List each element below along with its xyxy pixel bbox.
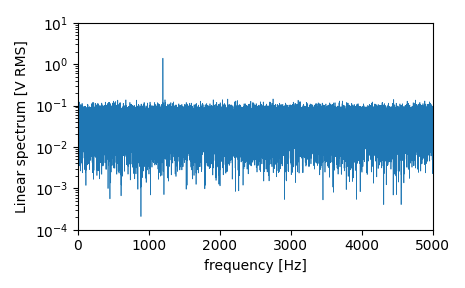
- X-axis label: frequency [Hz]: frequency [Hz]: [204, 259, 306, 273]
- Y-axis label: Linear spectrum [V RMS]: Linear spectrum [V RMS]: [15, 40, 29, 213]
